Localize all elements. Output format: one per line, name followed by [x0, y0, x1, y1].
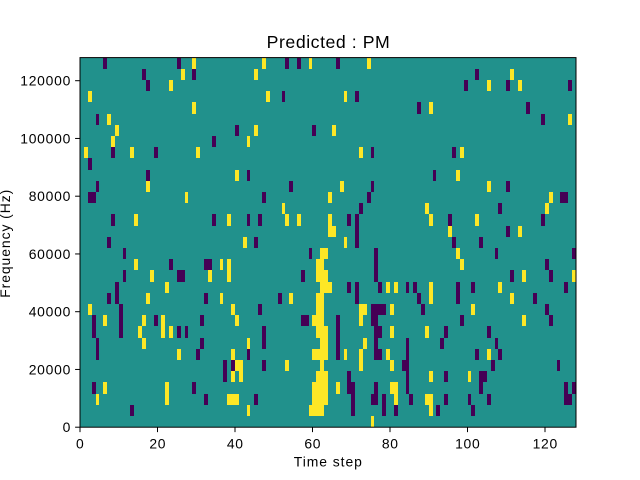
svg-text:100000: 100000	[20, 130, 71, 146]
svg-text:120: 120	[533, 435, 558, 451]
svg-text:Time step: Time step	[294, 453, 363, 469]
svg-text:20: 20	[149, 435, 166, 451]
svg-text:Predicted : PM: Predicted : PM	[267, 32, 391, 52]
svg-text:60000: 60000	[29, 246, 71, 262]
svg-text:60: 60	[304, 435, 321, 451]
svg-text:Frequency (Hz): Frequency (Hz)	[0, 189, 13, 298]
svg-text:80: 80	[382, 435, 399, 451]
svg-text:40: 40	[227, 435, 244, 451]
svg-text:20000: 20000	[29, 361, 71, 377]
svg-text:0: 0	[63, 419, 71, 435]
svg-text:100: 100	[455, 435, 480, 451]
svg-text:120000: 120000	[20, 73, 71, 89]
svg-text:40000: 40000	[29, 304, 71, 320]
svg-text:0: 0	[76, 435, 84, 451]
svg-text:80000: 80000	[29, 188, 71, 204]
